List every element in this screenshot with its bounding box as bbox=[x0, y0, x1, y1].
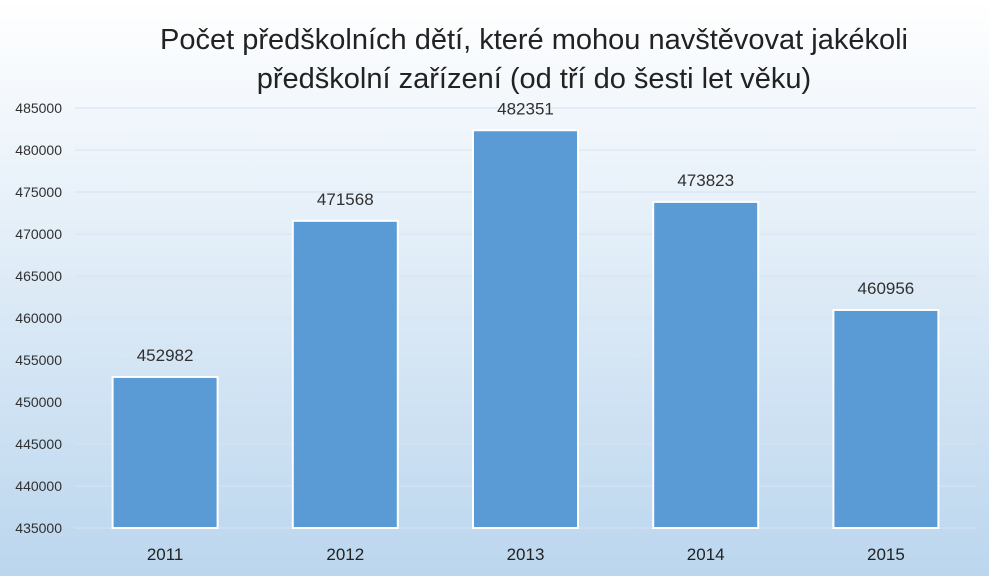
chart-title-line-2: předškolní zařízení (od tří do šesti let… bbox=[257, 63, 811, 95]
bar bbox=[111, 375, 219, 529]
y-tick-label: 455000 bbox=[15, 352, 62, 368]
x-tick-label: 2015 bbox=[867, 545, 905, 564]
y-tick-label: 480000 bbox=[15, 142, 62, 158]
y-tick-label: 440000 bbox=[15, 478, 62, 494]
y-axis: 435000 440000 445000 450000 455000 460000 4650… bbox=[15, 100, 62, 536]
x-tick-label: 2013 bbox=[507, 545, 545, 564]
bars bbox=[111, 129, 940, 530]
y-tick-label: 460000 bbox=[15, 310, 62, 326]
bar bbox=[472, 129, 579, 530]
x-tick-label: 2011 bbox=[147, 545, 184, 564]
bar-value-label: 482351 bbox=[497, 99, 554, 118]
y-tick-label: 475000 bbox=[15, 184, 62, 200]
bar bbox=[832, 308, 940, 529]
bar-value-label: 471568 bbox=[317, 190, 374, 209]
value-labels: 452982 471568 482351 473823 460956 bbox=[137, 99, 915, 365]
x-tick-label: 2014 bbox=[687, 545, 725, 564]
y-tick-label: 470000 bbox=[15, 226, 62, 242]
y-tick-label: 485000 bbox=[15, 100, 62, 116]
y-tick-label: 450000 bbox=[15, 394, 62, 410]
bar-value-label: 460956 bbox=[858, 279, 915, 298]
chart-title-line-1: Počet předškolních dětí, které mohou nav… bbox=[160, 24, 908, 56]
bar-value-label: 473823 bbox=[677, 171, 734, 190]
bar bbox=[291, 219, 399, 529]
y-tick-label: 465000 bbox=[15, 268, 62, 284]
y-tick-label: 445000 bbox=[15, 436, 62, 452]
chart-title: Počet předškolních dětí, které mohou nav… bbox=[160, 24, 908, 95]
bar bbox=[652, 200, 760, 529]
x-axis: 2011 2012 2013 2014 2015 bbox=[147, 545, 905, 564]
x-tick-label: 2012 bbox=[326, 545, 364, 564]
bar-value-label: 452982 bbox=[137, 346, 194, 365]
y-tick-label: 435000 bbox=[15, 520, 62, 536]
